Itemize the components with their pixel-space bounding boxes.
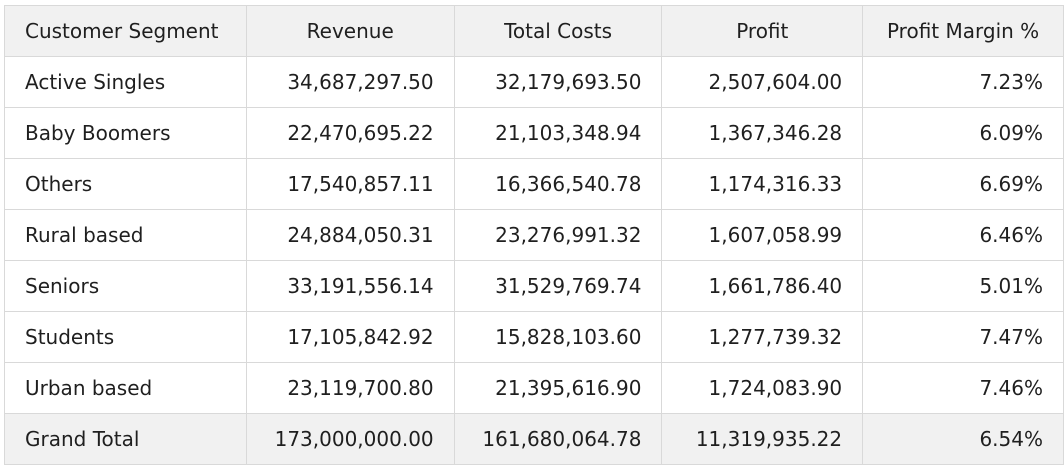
profit-margin-cell: 7.23% — [862, 56, 1064, 108]
segment-cell: Students — [4, 311, 247, 363]
table-row: Urban based 23,119,700.80 21,395,616.90 … — [4, 362, 1064, 414]
profit-cell: 1,607,058.99 — [661, 209, 864, 261]
profit-margin-cell: 6.69% — [862, 158, 1064, 210]
revenue-cell: 17,105,842.92 — [245, 311, 455, 363]
table-row: Seniors 33,191,556.14 31,529,769.74 1,66… — [4, 260, 1064, 312]
total-costs-cell: 31,529,769.74 — [453, 260, 663, 312]
profit-margin-cell: 7.47% — [862, 311, 1064, 363]
header-row: Customer Segment Revenue Total Costs Pro… — [4, 5, 1064, 57]
profit-margin-cell: 7.46% — [862, 362, 1064, 414]
profit-cell: 1,174,316.33 — [661, 158, 864, 210]
profit-by-segment-table: Customer Segment Revenue Total Costs Pro… — [4, 5, 1064, 465]
segment-cell: Rural based — [4, 209, 247, 261]
total-costs-cell: 15,828,103.60 — [453, 311, 663, 363]
grand-total-row: Grand Total 173,000,000.00 161,680,064.7… — [4, 413, 1064, 465]
grand-total-revenue: 173,000,000.00 — [245, 413, 455, 465]
column-header-customer-segment[interactable]: Customer Segment — [4, 5, 247, 57]
profit-margin-cell: 6.09% — [862, 107, 1064, 159]
grand-total-profit: 11,319,935.22 — [661, 413, 864, 465]
segment-cell: Others — [4, 158, 247, 210]
total-costs-cell: 21,395,616.90 — [453, 362, 663, 414]
revenue-cell: 24,884,050.31 — [245, 209, 455, 261]
profit-margin-cell: 5.01% — [862, 260, 1064, 312]
column-header-revenue[interactable]: Revenue — [245, 5, 455, 57]
revenue-cell: 23,119,700.80 — [245, 362, 455, 414]
total-costs-cell: 21,103,348.94 — [453, 107, 663, 159]
column-header-total-costs[interactable]: Total Costs — [453, 5, 663, 57]
segment-cell: Seniors — [4, 260, 247, 312]
table-row: Rural based 24,884,050.31 23,276,991.32 … — [4, 209, 1064, 261]
revenue-cell: 22,470,695.22 — [245, 107, 455, 159]
total-costs-cell: 23,276,991.32 — [453, 209, 663, 261]
profit-cell: 1,724,083.90 — [661, 362, 864, 414]
revenue-cell: 34,687,297.50 — [245, 56, 455, 108]
table-row: Others 17,540,857.11 16,366,540.78 1,174… — [4, 158, 1064, 210]
revenue-cell: 33,191,556.14 — [245, 260, 455, 312]
grand-total-label: Grand Total — [4, 413, 247, 465]
pivot-table-container: Customer Segment Revenue Total Costs Pro… — [4, 5, 1064, 465]
profit-cell: 1,277,739.32 — [661, 311, 864, 363]
grand-total-profit-margin: 6.54% — [862, 413, 1064, 465]
table-row: Active Singles 34,687,297.50 32,179,693.… — [4, 56, 1064, 108]
table-row: Baby Boomers 22,470,695.22 21,103,348.94… — [4, 107, 1064, 159]
grand-total-costs: 161,680,064.78 — [453, 413, 663, 465]
column-header-profit[interactable]: Profit — [661, 5, 864, 57]
segment-cell: Active Singles — [4, 56, 247, 108]
total-costs-cell: 16,366,540.78 — [453, 158, 663, 210]
column-header-profit-margin[interactable]: Profit Margin % — [862, 5, 1064, 57]
profit-cell: 1,367,346.28 — [661, 107, 864, 159]
profit-cell: 2,507,604.00 — [661, 56, 864, 108]
table-row: Students 17,105,842.92 15,828,103.60 1,2… — [4, 311, 1064, 363]
profit-margin-cell: 6.46% — [862, 209, 1064, 261]
total-costs-cell: 32,179,693.50 — [453, 56, 663, 108]
revenue-cell: 17,540,857.11 — [245, 158, 455, 210]
segment-cell: Baby Boomers — [4, 107, 247, 159]
segment-cell: Urban based — [4, 362, 247, 414]
profit-cell: 1,661,786.40 — [661, 260, 864, 312]
